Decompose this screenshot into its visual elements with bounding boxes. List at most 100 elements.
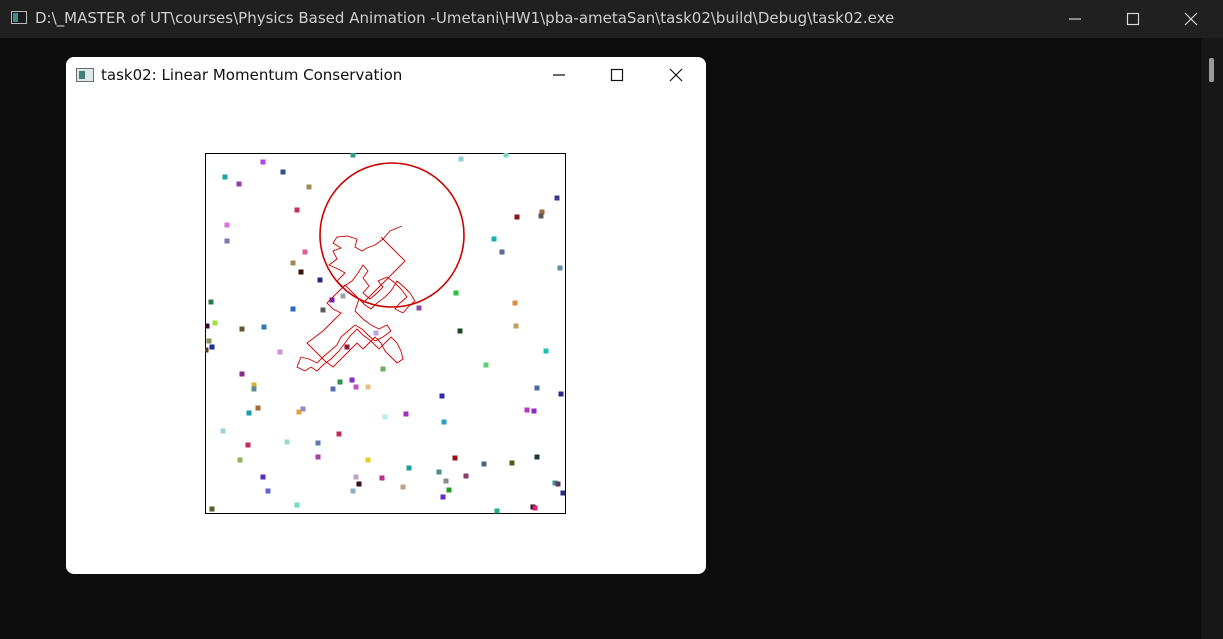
- particle: [245, 442, 251, 448]
- particle: [380, 366, 386, 372]
- particle: [222, 174, 228, 180]
- particle: [251, 386, 257, 392]
- particle: [552, 480, 558, 486]
- particle: [224, 222, 230, 228]
- particle: [373, 330, 379, 336]
- app-minimize-button[interactable]: [530, 57, 588, 93]
- particle: [509, 460, 515, 466]
- particle: [513, 323, 519, 329]
- particle: [205, 323, 210, 329]
- trajectory-path: [296, 225, 416, 372]
- particle: [302, 249, 308, 255]
- app-window-icon: [76, 68, 94, 82]
- simulation-bounding-box: [205, 153, 566, 514]
- particle: [344, 344, 350, 350]
- close-icon: [669, 68, 683, 82]
- particle: [277, 349, 283, 355]
- app-window[interactable]: task02: Linear Momentum Conservation: [66, 57, 706, 574]
- particle: [353, 384, 359, 390]
- particle: [294, 502, 300, 508]
- app-maximize-button[interactable]: [588, 57, 646, 93]
- particle: [239, 326, 245, 332]
- particle: [458, 156, 464, 162]
- particle: [379, 475, 385, 481]
- particle: [260, 474, 266, 480]
- particle: [265, 488, 271, 494]
- particle: [481, 461, 487, 467]
- particle: [284, 439, 290, 445]
- particle: [524, 407, 530, 413]
- console-app-icon: [11, 11, 27, 24]
- minimize-icon: [1069, 18, 1081, 20]
- particle: [554, 195, 560, 201]
- particle: [452, 455, 458, 461]
- particle: [543, 348, 549, 354]
- particle: [356, 481, 362, 487]
- minimize-button[interactable]: [1046, 0, 1104, 38]
- console-window-title: D:\_MASTER of UT\courses\Physics Based A…: [35, 9, 895, 27]
- particle: [330, 386, 336, 392]
- particle: [209, 344, 215, 350]
- particle: [280, 169, 286, 175]
- maximize-icon: [610, 68, 624, 82]
- minimize-icon: [553, 74, 565, 76]
- particle: [237, 457, 243, 463]
- particles: [205, 153, 566, 514]
- particle: [534, 454, 540, 460]
- particle: [209, 506, 215, 512]
- particle: [340, 293, 346, 299]
- vertical-scrollbar[interactable]: [1201, 38, 1223, 639]
- close-button[interactable]: [1162, 0, 1220, 38]
- particle: [353, 474, 359, 480]
- maximize-button[interactable]: [1104, 0, 1162, 38]
- particle: [337, 379, 343, 385]
- particle: [382, 414, 388, 420]
- particle: [294, 207, 300, 213]
- particle: [400, 484, 406, 490]
- particle: [503, 153, 509, 158]
- particle: [532, 505, 538, 511]
- particle: [290, 260, 296, 266]
- app-close-button[interactable]: [647, 57, 705, 93]
- scrollbar-thumb[interactable]: [1209, 58, 1214, 82]
- large-circle: [319, 162, 465, 308]
- particle: [555, 481, 561, 487]
- particle: [260, 159, 266, 165]
- particle: [261, 324, 267, 330]
- particle: [441, 419, 447, 425]
- particle: [457, 328, 463, 334]
- particle: [255, 405, 261, 411]
- particle: [329, 297, 335, 303]
- particle: [512, 300, 518, 306]
- particle: [514, 214, 520, 220]
- particle: [539, 209, 545, 215]
- particle: [406, 465, 412, 471]
- particle: [208, 299, 214, 305]
- particle: [560, 490, 566, 496]
- particle: [236, 181, 242, 187]
- particle: [453, 290, 459, 296]
- particle: [320, 307, 326, 313]
- particle: [443, 478, 449, 484]
- console-titlebar[interactable]: D:\_MASTER of UT\courses\Physics Based A…: [0, 0, 1223, 38]
- particle: [557, 265, 563, 271]
- particle: [558, 391, 564, 397]
- particle: [251, 382, 257, 388]
- particle: [212, 320, 218, 326]
- maximize-icon: [1126, 12, 1140, 26]
- particle: [416, 305, 422, 311]
- particle: [296, 409, 302, 415]
- particle: [436, 469, 442, 475]
- particle: [220, 428, 226, 434]
- particle: [499, 249, 505, 255]
- particle: [298, 269, 304, 275]
- particle: [315, 454, 321, 460]
- simulation-canvas: [205, 153, 566, 514]
- particle: [491, 236, 497, 242]
- particle: [350, 153, 356, 158]
- particle: [463, 473, 469, 479]
- particle: [246, 410, 252, 416]
- particle: [365, 384, 371, 390]
- particle: [239, 371, 245, 377]
- particle: [300, 406, 306, 412]
